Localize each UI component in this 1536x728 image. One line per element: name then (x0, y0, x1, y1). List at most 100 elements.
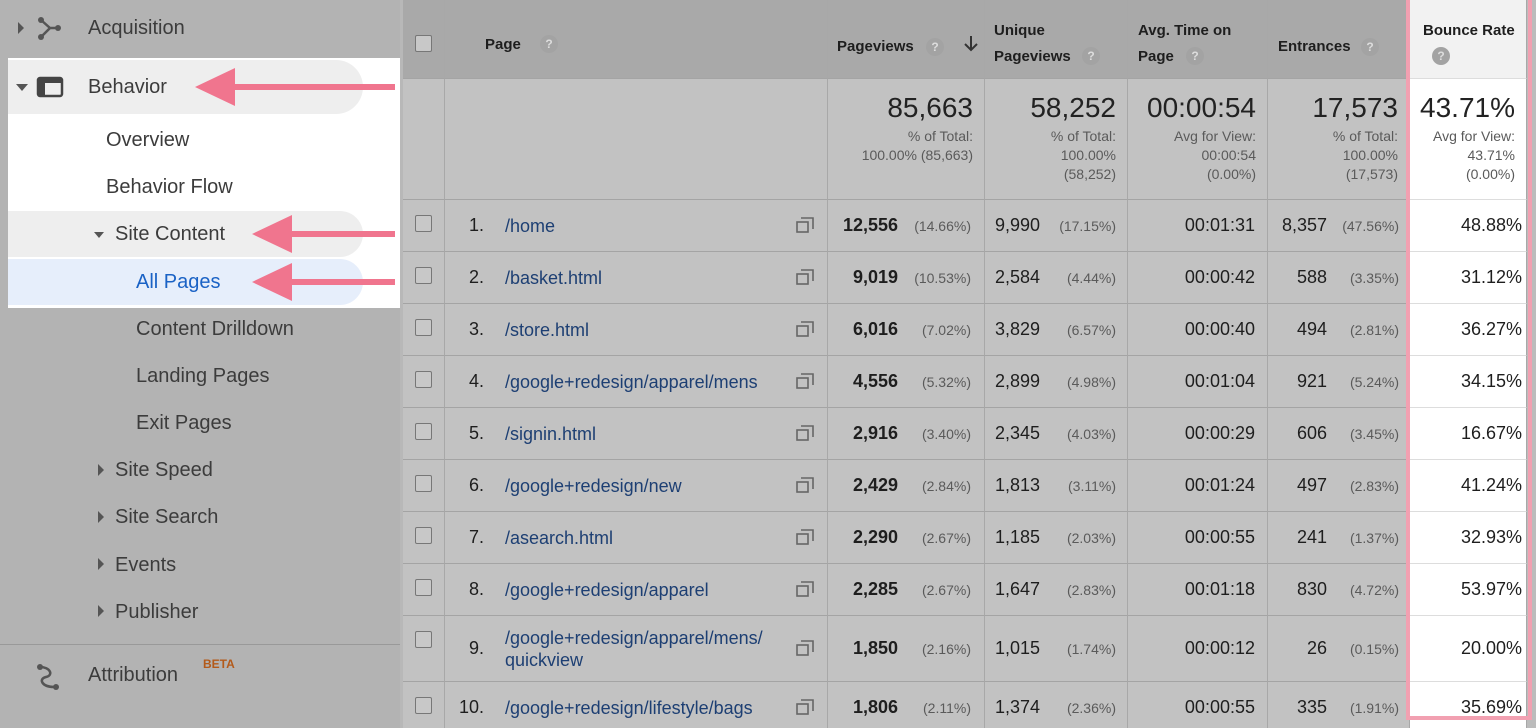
row-cell (828, 356, 985, 408)
open-icon[interactable] (796, 529, 814, 545)
nav-item[interactable]: All Pages (136, 271, 221, 293)
nav-item[interactable]: Acquisition (88, 17, 185, 39)
totals-cell (1128, 79, 1268, 200)
checkbox[interactable] (415, 35, 432, 52)
nav-item[interactable]: Overview (106, 129, 190, 151)
row-index: 9. (468, 638, 484, 658)
nav-item[interactable]: Site Content (115, 223, 226, 245)
pageviews: 2,429 (852, 475, 898, 495)
totals-cell (445, 79, 828, 200)
row-cell (445, 252, 828, 304)
open-icon[interactable] (796, 217, 814, 233)
avg-time: 00:00:42 (1184, 267, 1255, 287)
open-icon[interactable] (796, 321, 814, 337)
row-index: 5. (468, 423, 484, 443)
row-cell (1128, 460, 1268, 512)
column-header[interactable]: Unique Pageviews (994, 22, 1071, 65)
row-cell (1128, 682, 1268, 728)
avg-time: 00:00:12 (1184, 638, 1255, 658)
column-header[interactable]: Avg. Time on Page (1138, 22, 1232, 65)
row-index: 2. (468, 267, 484, 287)
row-cell (985, 564, 1128, 616)
entrances-pct: (5.24%) (1349, 374, 1399, 390)
column-header[interactable]: Entrances (1278, 38, 1351, 55)
column-header[interactable]: Bounce Rate (1423, 22, 1515, 39)
nav-item[interactable]: Attribution (88, 664, 179, 686)
open-icon[interactable] (796, 477, 814, 493)
avg-time: 00:01:24 (1184, 475, 1255, 495)
open-icon[interactable] (796, 269, 814, 285)
help-icon[interactable]: ? (1186, 47, 1204, 65)
unique-pct: (17.15%) (1059, 218, 1116, 234)
page-link[interactable]: /google+redesign/apparel/mens (505, 372, 758, 392)
checkbox[interactable] (415, 697, 432, 714)
row-cell (1410, 408, 1527, 460)
page-link[interactable]: /home (505, 216, 556, 236)
nav-item[interactable]: Exit Pages (136, 412, 232, 434)
open-icon[interactable] (796, 699, 814, 715)
nav-item[interactable]: Site Search (115, 506, 219, 528)
page-link[interactable]: /store.html (505, 320, 590, 340)
total-value: 17,573 (1312, 92, 1398, 123)
checkbox[interactable] (415, 527, 432, 544)
unique-pct: (1.74%) (1066, 641, 1116, 657)
pageviews-pct: (2.16%) (921, 641, 971, 657)
page-link[interactable]: /basket.html (505, 268, 603, 288)
page-link[interactable]: /asearch.html (505, 528, 614, 548)
entrances: 241 (1296, 527, 1327, 547)
header-cell (828, 0, 985, 79)
page-link[interactable]: /google+redesign/apparel (505, 580, 709, 600)
help-icon[interactable]: ? (540, 35, 558, 53)
total-note: % of Total: 100.00% (85,663) (861, 128, 973, 163)
open-icon[interactable] (796, 373, 814, 389)
unique-pageviews: 2,584 (995, 267, 1041, 287)
pageviews-pct: (2.67%) (921, 582, 971, 598)
column-header[interactable]: Page (485, 36, 521, 53)
nav-item[interactable]: Publisher (115, 601, 199, 623)
entrances-pct: (1.91%) (1349, 700, 1399, 716)
row-cell (828, 304, 985, 356)
unique-pageviews: 1,813 (995, 475, 1041, 495)
help-icon[interactable]: ? (926, 38, 944, 56)
entrances: 26 (1306, 638, 1327, 658)
checkbox[interactable] (415, 267, 432, 284)
row-cell (445, 200, 828, 252)
open-icon[interactable] (796, 425, 814, 441)
page-link[interactable]: /signin.html (505, 424, 597, 444)
nav-item[interactable]: Landing Pages (136, 365, 270, 387)
page-link[interactable]: /google+redesign/apparel/mens/ quickview (505, 628, 763, 670)
checkbox[interactable] (415, 579, 432, 596)
help-icon[interactable]: ? (1361, 38, 1379, 56)
sort-arrow[interactable] (964, 36, 978, 52)
unique-pageviews: 3,829 (995, 319, 1041, 339)
checkbox[interactable] (415, 631, 432, 648)
row-cell (1268, 682, 1410, 728)
column-header[interactable]: Pageviews (837, 38, 914, 55)
checkbox[interactable] (415, 475, 432, 492)
row-cell (1128, 356, 1268, 408)
avg-time: 00:00:55 (1184, 697, 1255, 717)
row-cell (445, 512, 828, 564)
help-icon[interactable]: ? (1432, 47, 1450, 65)
pageviews: 1,806 (852, 697, 898, 717)
nav-item[interactable]: Site Speed (115, 459, 213, 481)
checkbox[interactable] (415, 371, 432, 388)
checkbox[interactable] (415, 215, 432, 232)
page-link[interactable]: /google+redesign/new (505, 476, 682, 496)
bounce-rate: 53.97% (1460, 579, 1522, 599)
header-cell (1268, 0, 1410, 79)
open-icon[interactable] (796, 581, 814, 597)
row-index: 3. (468, 319, 484, 339)
nav-item[interactable]: Content Drilldown (136, 318, 294, 340)
checkbox[interactable] (415, 319, 432, 336)
entrances-pct: (0.15%) (1349, 641, 1399, 657)
help-icon[interactable]: ? (1082, 47, 1100, 65)
row-cell (985, 356, 1128, 408)
open-icon[interactable] (796, 640, 814, 656)
nav-item[interactable]: Behavior (88, 76, 167, 98)
page-link[interactable]: /google+redesign/lifestyle/bags (505, 698, 753, 718)
nav-item[interactable]: Behavior Flow (106, 176, 233, 198)
checkbox[interactable] (415, 423, 432, 440)
nav-item[interactable]: Events (115, 554, 177, 576)
